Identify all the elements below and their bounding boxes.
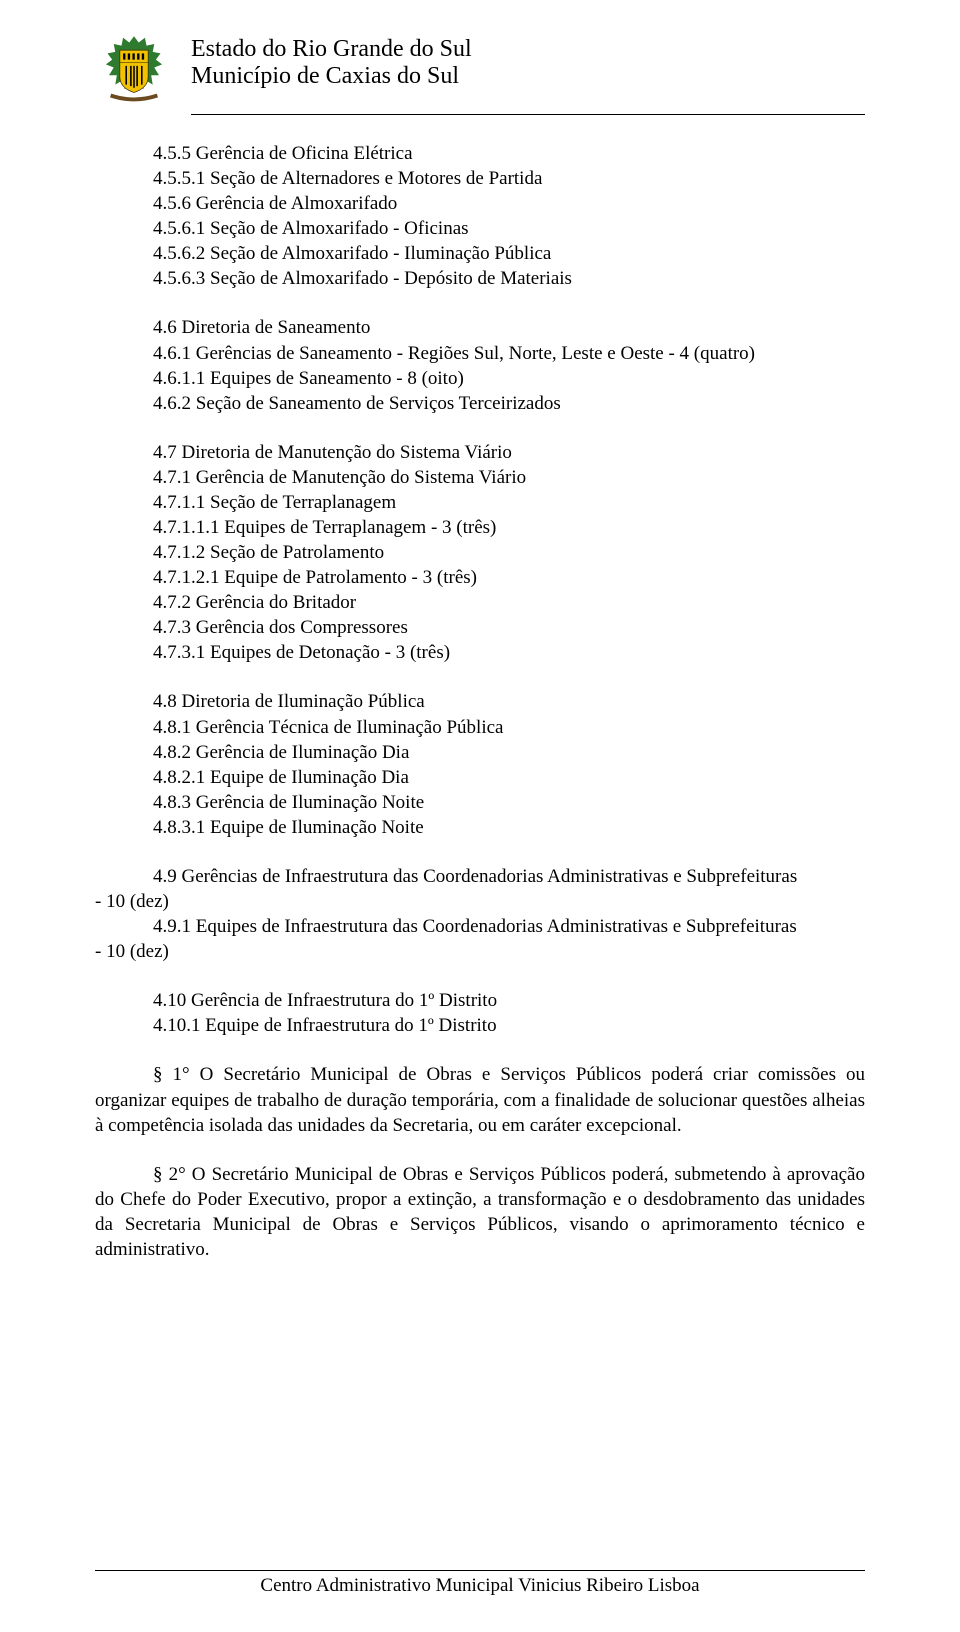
paragraph-1: § 1° O Secretário Municipal de Obras e S… [95,1062,865,1137]
outline-item: 4.7.3 Gerência dos Compressores [95,615,865,640]
outline-item: 4.9 Gerências de Infraestrutura das Coor… [95,864,865,889]
header-text-block: Estado do Rio Grande do Sul Município de… [191,30,472,90]
outline-item: 4.5.6.1 Seção de Almoxarifado - Oficinas [95,216,865,241]
paragraph-text: § 1° O Secretário Municipal de Obras e S… [95,1062,865,1137]
outline-item: 4.8.1 Gerência Técnica de Iluminação Púb… [95,715,865,740]
outline-item: 4.8.3.1 Equipe de Iluminação Noite [95,815,865,840]
outline-item: 4.7.1.1.1 Equipes de Terraplanagem - 3 (… [95,515,865,540]
outline-item: 4.8 Diretoria de Iluminação Pública [95,689,865,714]
footer-divider [95,1570,865,1571]
footer-text: Centro Administrativo Municipal Vinicius… [0,1575,960,1597]
outline-item: 4.7.1.1 Seção de Terraplanagem [95,490,865,515]
outline-item: 4.8.3 Gerência de Iluminação Noite [95,790,865,815]
outline-item: 4.6.1 Gerências de Saneamento - Regiões … [95,341,865,366]
outline-item: 4.8.2.1 Equipe de Iluminação Dia [95,765,865,790]
municipal-crest-icon [95,30,173,108]
outline-item: 4.10.1 Equipe de Infraestrutura do 1º Di… [95,1013,865,1038]
outline-item: 4.8.2 Gerência de Iluminação Dia [95,740,865,765]
outline-item: 4.7.2 Gerência do Britador [95,590,865,615]
outline-item-continuation: - 10 (dez) [95,889,865,914]
paragraph-text: § 2° O Secretário Municipal de Obras e S… [95,1162,865,1262]
section-4-10: 4.10 Gerência de Infraestrutura do 1º Di… [95,988,865,1038]
section-4-8: 4.8 Diretoria de Iluminação Pública 4.8.… [95,689,865,839]
outline-item: 4.5.5 Gerência de Oficina Elétrica [95,141,865,166]
outline-item: 4.6 Diretoria de Saneamento [95,315,865,340]
header-state: Estado do Rio Grande do Sul [191,36,472,63]
outline-item: 4.6.1.1 Equipes de Saneamento - 8 (oito) [95,366,865,391]
outline-item: 4.7 Diretoria de Manutenção do Sistema V… [95,440,865,465]
section-4-6: 4.6 Diretoria de Saneamento 4.6.1 Gerênc… [95,315,865,415]
outline-item: 4.7.1.2.1 Equipe de Patrolamento - 3 (tr… [95,565,865,590]
outline-item: 4.5.6.2 Seção de Almoxarifado - Iluminaç… [95,241,865,266]
outline-item-continuation: - 10 (dez) [95,939,865,964]
section-4-7: 4.7 Diretoria de Manutenção do Sistema V… [95,440,865,666]
section-4-5-5: 4.5.5 Gerência de Oficina Elétrica 4.5.5… [95,141,865,291]
outline-item: 4.5.5.1 Seção de Alternadores e Motores … [95,166,865,191]
section-4-9: 4.9 Gerências de Infraestrutura das Coor… [95,864,865,964]
outline-item: 4.7.3.1 Equipes de Detonação - 3 (três) [95,640,865,665]
outline-item: 4.5.6.3 Seção de Almoxarifado - Depósito… [95,266,865,291]
outline-item: 4.7.1 Gerência de Manutenção do Sistema … [95,465,865,490]
document-footer: Centro Administrativo Municipal Vinicius… [0,1570,960,1597]
outline-item: 4.7.1.2 Seção de Patrolamento [95,540,865,565]
header-divider [191,114,865,115]
paragraph-2: § 2° O Secretário Municipal de Obras e S… [95,1162,865,1262]
outline-item: 4.6.2 Seção de Saneamento de Serviços Te… [95,391,865,416]
outline-item: 4.10 Gerência de Infraestrutura do 1º Di… [95,988,865,1013]
outline-item: 4.5.6 Gerência de Almoxarifado [95,191,865,216]
document-header: Estado do Rio Grande do Sul Município de… [95,30,865,108]
header-municipality: Município de Caxias do Sul [191,63,472,90]
outline-item: 4.9.1 Equipes de Infraestrutura das Coor… [95,914,865,939]
